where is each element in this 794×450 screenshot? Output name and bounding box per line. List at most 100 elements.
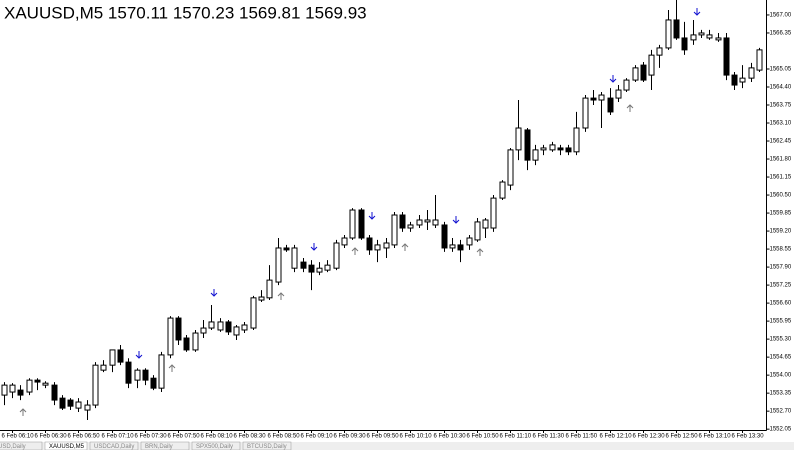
candle-body bbox=[681, 37, 688, 51]
candle-body bbox=[731, 74, 738, 86]
y-tick-label: 1563.75 bbox=[770, 103, 792, 109]
candle-body bbox=[756, 49, 763, 71]
tab-label[interactable]: BRN,Daily bbox=[145, 444, 173, 450]
candle-body bbox=[482, 219, 489, 229]
candle-body bbox=[200, 327, 207, 334]
y-tick-label: 1567.00 bbox=[770, 13, 792, 19]
candle-body bbox=[324, 264, 331, 271]
candle-body bbox=[266, 279, 273, 299]
x-tick-label: 6 Feb 13:30 bbox=[732, 434, 765, 440]
candle-body bbox=[1, 384, 8, 396]
y-tick-label: 1557.25 bbox=[770, 283, 792, 289]
candle-body bbox=[524, 129, 531, 161]
candle-body bbox=[598, 94, 605, 101]
candle-body bbox=[341, 237, 348, 246]
candle-body bbox=[250, 297, 257, 329]
candle-body bbox=[557, 147, 564, 151]
candle-body bbox=[67, 399, 74, 407]
candle-body bbox=[150, 377, 157, 389]
x-tick-label: 6 Feb 06:10 bbox=[2, 434, 35, 440]
candle-body bbox=[158, 354, 165, 389]
candle-body bbox=[308, 264, 315, 273]
candle-body bbox=[358, 209, 365, 239]
candle-body bbox=[92, 364, 99, 406]
tab-label[interactable]: SPX500,Daily bbox=[196, 444, 233, 450]
candle-body bbox=[515, 127, 522, 151]
x-tick-label: 6 Feb 10:10 bbox=[400, 434, 433, 440]
tab-label[interactable]: USDCAD,Daily bbox=[94, 444, 134, 450]
candle-body bbox=[540, 147, 547, 151]
candle-body bbox=[26, 379, 33, 393]
candle-body bbox=[565, 147, 572, 153]
candle-body bbox=[532, 149, 539, 161]
down-arrows bbox=[135, 8, 701, 359]
up-signals bbox=[19, 104, 634, 416]
candle-body bbox=[632, 67, 639, 81]
x-tick-label: 6 Feb 12:10 bbox=[600, 434, 633, 440]
tab[interactable] bbox=[0, 441, 43, 450]
y-tick-label: 1554.00 bbox=[770, 373, 792, 379]
tab-label[interactable]: BTCUSD,Daily bbox=[247, 444, 287, 450]
candle-body bbox=[34, 379, 41, 383]
candle-body bbox=[416, 219, 423, 226]
candle-body bbox=[399, 214, 406, 229]
tab[interactable] bbox=[242, 441, 292, 450]
x-tick-label: 6 Feb 10:50 bbox=[467, 434, 500, 440]
candle-body bbox=[291, 247, 298, 269]
tab[interactable] bbox=[191, 441, 241, 450]
candle-body bbox=[208, 321, 215, 329]
x-tick-label: 6 Feb 06:30 bbox=[35, 434, 68, 440]
x-tick-label: 6 Feb 08:10 bbox=[201, 434, 234, 440]
candle-body bbox=[316, 267, 323, 273]
candle-body bbox=[217, 321, 224, 331]
candle-body bbox=[391, 214, 398, 246]
candle-body bbox=[665, 19, 672, 49]
candle-body bbox=[125, 361, 132, 384]
tab-label[interactable]: USD,Daily bbox=[0, 444, 26, 450]
x-tick-label: 6 Feb 12:50 bbox=[666, 434, 699, 440]
candle-body bbox=[441, 224, 448, 249]
y-tick-label: 1559.20 bbox=[770, 229, 792, 235]
x-tick-label: 6 Feb 11:30 bbox=[533, 434, 565, 440]
down-signals bbox=[135, 8, 701, 359]
x-tick-label: 6 Feb 11:10 bbox=[500, 434, 532, 440]
candle-body bbox=[466, 237, 473, 246]
tab-label[interactable]: XAUUSD,M5 bbox=[49, 444, 85, 450]
candle-body bbox=[449, 244, 456, 249]
x-tick-label: 6 Feb 09:50 bbox=[367, 434, 400, 440]
candle-body bbox=[300, 261, 307, 269]
y-tick-label: 1552.05 bbox=[770, 427, 792, 433]
candle-body bbox=[698, 32, 705, 36]
candle-body bbox=[233, 326, 240, 336]
candle-body bbox=[275, 247, 282, 283]
tab-active[interactable] bbox=[44, 441, 88, 450]
candle-body bbox=[142, 369, 149, 381]
candle-body bbox=[134, 369, 141, 381]
candle-body bbox=[84, 404, 91, 411]
tab[interactable] bbox=[89, 441, 139, 450]
y-tick-label: 1555.95 bbox=[770, 319, 792, 325]
candle-body bbox=[640, 64, 647, 81]
candle-body bbox=[117, 349, 124, 363]
candle-body bbox=[9, 384, 16, 393]
x-tick-label: 6 Feb 13:10 bbox=[699, 434, 732, 440]
y-tick-label: 1552.70 bbox=[770, 409, 792, 415]
candle-body bbox=[607, 97, 614, 113]
candle-body bbox=[283, 247, 290, 251]
y-tick-label: 1560.50 bbox=[770, 193, 792, 199]
up-arrows bbox=[19, 104, 634, 416]
candle-body bbox=[748, 67, 755, 79]
x-tick-label: 6 Feb 11:50 bbox=[566, 434, 598, 440]
tab[interactable] bbox=[140, 441, 190, 450]
chart-title: XAUUSD,M5 1570.11 1570.23 1569.81 1569.9… bbox=[4, 3, 367, 22]
candle-body bbox=[383, 242, 390, 249]
y-tick-label: 1555.30 bbox=[770, 337, 792, 343]
y-tick-label: 1558.55 bbox=[770, 247, 792, 253]
candle-body bbox=[167, 317, 174, 356]
x-tick-label: 6 Feb 06:50 bbox=[68, 434, 101, 440]
candle-body bbox=[225, 321, 232, 333]
candle-body bbox=[109, 349, 116, 366]
candle-body bbox=[507, 149, 514, 186]
tabs: USD,Daily XAUUSD,M5 USDCAD,Daily BRN,Daily S… bbox=[0, 441, 292, 450]
